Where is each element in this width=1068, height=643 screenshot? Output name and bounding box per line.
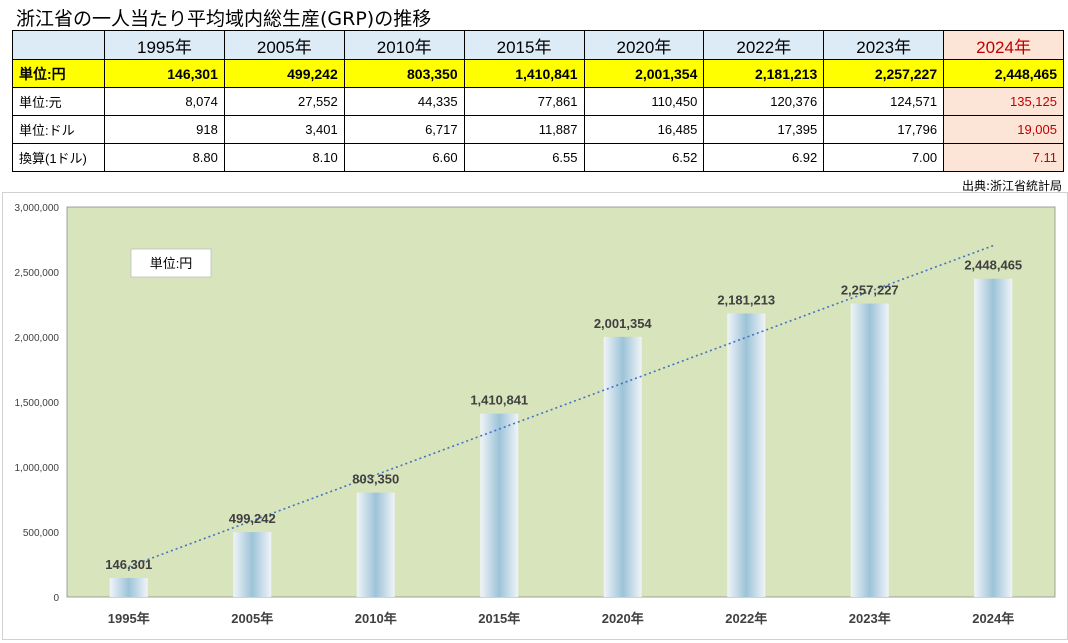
table-cell: 146,301 [104, 59, 225, 88]
bar [850, 303, 889, 597]
row-label: 単位:ドル [12, 115, 105, 144]
table-cell-highlight: 135,125 [943, 87, 1064, 116]
row-label: 単位:円 [12, 59, 105, 88]
table-row-yuan: 単位:元 8,074 27,552 44,335 77,861 110,450 … [12, 87, 1064, 116]
table-cell: 44,335 [343, 87, 465, 116]
table-row-dollar: 単位:ドル 918 3,401 6,717 11,887 16,485 17,3… [12, 115, 1064, 144]
bar [233, 532, 272, 597]
table-header-row: 1995年 2005年 2010年 2015年 2020年 2022年 2023… [12, 30, 1064, 60]
header-corner-cell [12, 30, 105, 60]
table-cell: 77,861 [463, 87, 585, 116]
bar-chart: 0 500,000 1,000,000 1,500,000 2,000,000 2,500… [15, 203, 1056, 626]
table-cell: 120,376 [703, 87, 825, 116]
x-axis: 1995年 2005年 2010年 2015年 2020年 2022年 2023年 2024年 [108, 611, 1014, 626]
chart-title: 浙江省の一人当たり平均域内総生産(GRP)の推移 [16, 8, 432, 30]
y-tick-label: 2,500,000 [15, 268, 60, 279]
header-year-cell: 2023年 [823, 30, 945, 60]
x-tick-label: 2024年 [972, 611, 1014, 626]
bar-series [109, 278, 1013, 597]
data-label: 146,301 [105, 557, 152, 572]
table-cell: 499,242 [223, 59, 345, 88]
x-tick-label: 2020年 [602, 611, 644, 626]
trendline-path [128, 244, 994, 568]
unit-label: 単位:円 [150, 256, 193, 271]
x-tick-label: 1995年 [108, 611, 150, 626]
data-labels: 146,301 499,242 803,350 1,410,841 2,001,354 2… [105, 258, 1022, 572]
table-cell-highlight: 19,005 [943, 115, 1064, 144]
table-cell: 124,571 [823, 87, 945, 116]
header-year-cell: 2020年 [583, 30, 705, 60]
table-cell: 16,485 [583, 115, 705, 144]
data-label: 2,181,213 [717, 292, 775, 307]
bar [356, 492, 395, 597]
table-cell: 7.00 [823, 143, 945, 172]
bar [480, 413, 519, 597]
unit-label-box: 単位:円 [130, 248, 212, 278]
table-cell: 8,074 [104, 87, 225, 116]
table-cell: 17,395 [703, 115, 825, 144]
plot-background [66, 206, 1056, 598]
data-label: 2,257,227 [841, 283, 899, 298]
y-axis: 0 500,000 1,000,000 1,500,000 2,000,000 2,500… [15, 203, 60, 604]
table-cell: 8.80 [104, 143, 225, 172]
row-label: 換算(1ドル) [12, 143, 105, 172]
unit-label-frame [130, 248, 212, 278]
table-row-exchange: 換算(1ドル) 8.80 8.10 6.60 6.55 6.52 6.92 7.… [12, 143, 1064, 172]
table-cell: 1,410,841 [463, 59, 585, 88]
table-cell: 6.52 [583, 143, 705, 172]
data-label: 1,410,841 [470, 393, 528, 408]
data-label: 2,448,465 [964, 258, 1022, 273]
x-tick-label: 2010年 [355, 611, 397, 626]
header-year-cell: 1995年 [104, 30, 225, 60]
header-year-cell: 2005年 [223, 30, 345, 60]
y-tick-label: 1,000,000 [15, 463, 60, 474]
chart-area: 0 500,000 1,000,000 1,500,000 2,000,000 2,500… [2, 192, 1068, 640]
grp-table: 1995年 2005年 2010年 2015年 2020年 2022年 2023… [12, 30, 1064, 172]
y-tick-label: 3,000,000 [15, 203, 60, 214]
row-label: 単位:元 [12, 87, 105, 116]
y-tick-label: 0 [53, 593, 59, 604]
header-year-cell: 2022年 [703, 30, 825, 60]
table-cell: 6.55 [463, 143, 585, 172]
header-year-cell-highlight: 2024年 [943, 30, 1064, 60]
table-cell: 2,001,354 [583, 59, 705, 88]
trendline [128, 244, 994, 568]
table-cell: 2,181,213 [703, 59, 825, 88]
y-tick-label: 1,500,000 [15, 398, 60, 409]
table-row-yen: 単位:円 146,301 499,242 803,350 1,410,841 2… [12, 59, 1064, 88]
table-cell: 6.92 [703, 143, 825, 172]
header-year-cell: 2010年 [343, 30, 465, 60]
data-label: 499,242 [229, 511, 276, 526]
table-cell: 803,350 [343, 59, 465, 88]
bar [603, 336, 642, 597]
table-cell: 2,257,227 [823, 59, 945, 88]
table-cell: 6.60 [343, 143, 465, 172]
table-cell: 6,717 [343, 115, 465, 144]
bar [727, 313, 766, 597]
bar [974, 278, 1013, 597]
table-cell-highlight: 7.11 [943, 143, 1064, 172]
table-cell: 8.10 [223, 143, 345, 172]
table-cell: 3,401 [223, 115, 345, 144]
table-cell: 27,552 [223, 87, 345, 116]
table-cell: 2,448,465 [943, 59, 1064, 88]
y-tick-label: 500,000 [23, 528, 60, 539]
table-cell: 110,450 [583, 87, 705, 116]
table-cell: 11,887 [463, 115, 585, 144]
x-tick-label: 2022年 [725, 611, 767, 626]
data-label: 803,350 [352, 472, 399, 487]
source-note: 出典:浙江省統計局 [961, 179, 1062, 193]
x-tick-label: 2015年 [478, 611, 520, 626]
table-cell: 17,796 [823, 115, 945, 144]
x-tick-label: 2023年 [849, 611, 891, 626]
table-cell: 918 [104, 115, 225, 144]
header-year-cell: 2015年 [463, 30, 585, 60]
y-tick-label: 2,000,000 [15, 333, 60, 344]
bar [109, 577, 148, 597]
x-tick-label: 2005年 [231, 611, 273, 626]
data-label: 2,001,354 [594, 316, 653, 331]
